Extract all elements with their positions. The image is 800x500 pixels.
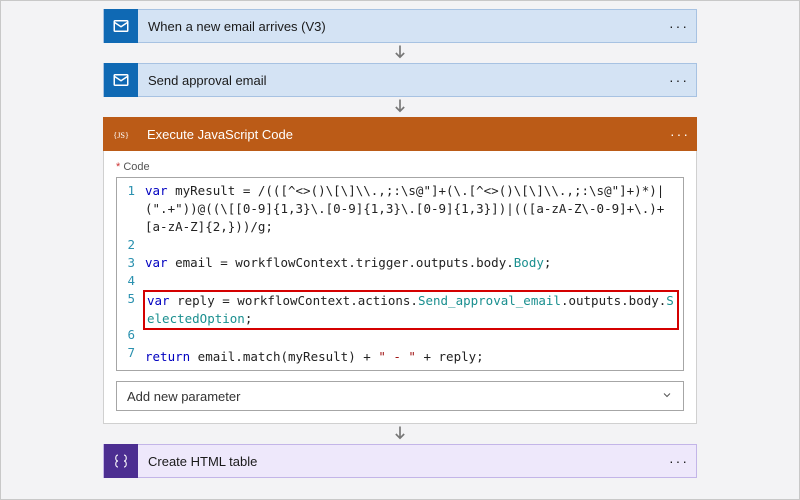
highlighted-line: var reply = workflowContext.actions.Send…: [143, 290, 679, 330]
approval-title: Send approval email: [138, 73, 662, 88]
connector-arrow: [390, 424, 410, 444]
jscode-step-header[interactable]: {JS} Execute JavaScript Code ···: [103, 117, 697, 151]
svg-text:{JS}: {JS}: [113, 131, 129, 140]
code-text[interactable]: var myResult = /(([^<>()\[\]\\.,;:\s@"]+…: [141, 178, 683, 370]
code-editor[interactable]: 1 2 3 4 5 6 7 var myResult = /(([^<>()\[…: [116, 177, 684, 371]
more-icon[interactable]: ···: [662, 18, 696, 34]
javascript-icon: {JS}: [103, 117, 137, 151]
more-icon[interactable]: ···: [663, 126, 697, 142]
more-icon[interactable]: ···: [662, 453, 696, 469]
jscode-card: Code 1 2 3 4 5 6 7 var myResult = /(([^<…: [103, 151, 697, 424]
code-field-label: Code: [116, 161, 684, 173]
htmltable-title: Create HTML table: [138, 454, 662, 469]
connector-arrow: [390, 97, 410, 117]
more-icon[interactable]: ···: [662, 72, 696, 88]
gutter: 1 2 3 4 5 6 7: [117, 178, 141, 370]
chevron-down-icon: [661, 389, 673, 404]
connector-arrow: [390, 43, 410, 63]
htmltable-step[interactable]: Create HTML table ···: [103, 444, 697, 478]
add-parameter-label: Add new parameter: [127, 389, 240, 404]
outlook-icon: [104, 9, 138, 43]
approval-step[interactable]: Send approval email ···: [103, 63, 697, 97]
data-ops-icon: [104, 444, 138, 478]
trigger-title: When a new email arrives (V3): [138, 19, 662, 34]
trigger-step[interactable]: When a new email arrives (V3) ···: [103, 9, 697, 43]
outlook-icon: [104, 63, 138, 97]
jscode-title: Execute JavaScript Code: [137, 127, 663, 142]
add-parameter-dropdown[interactable]: Add new parameter: [116, 381, 684, 411]
